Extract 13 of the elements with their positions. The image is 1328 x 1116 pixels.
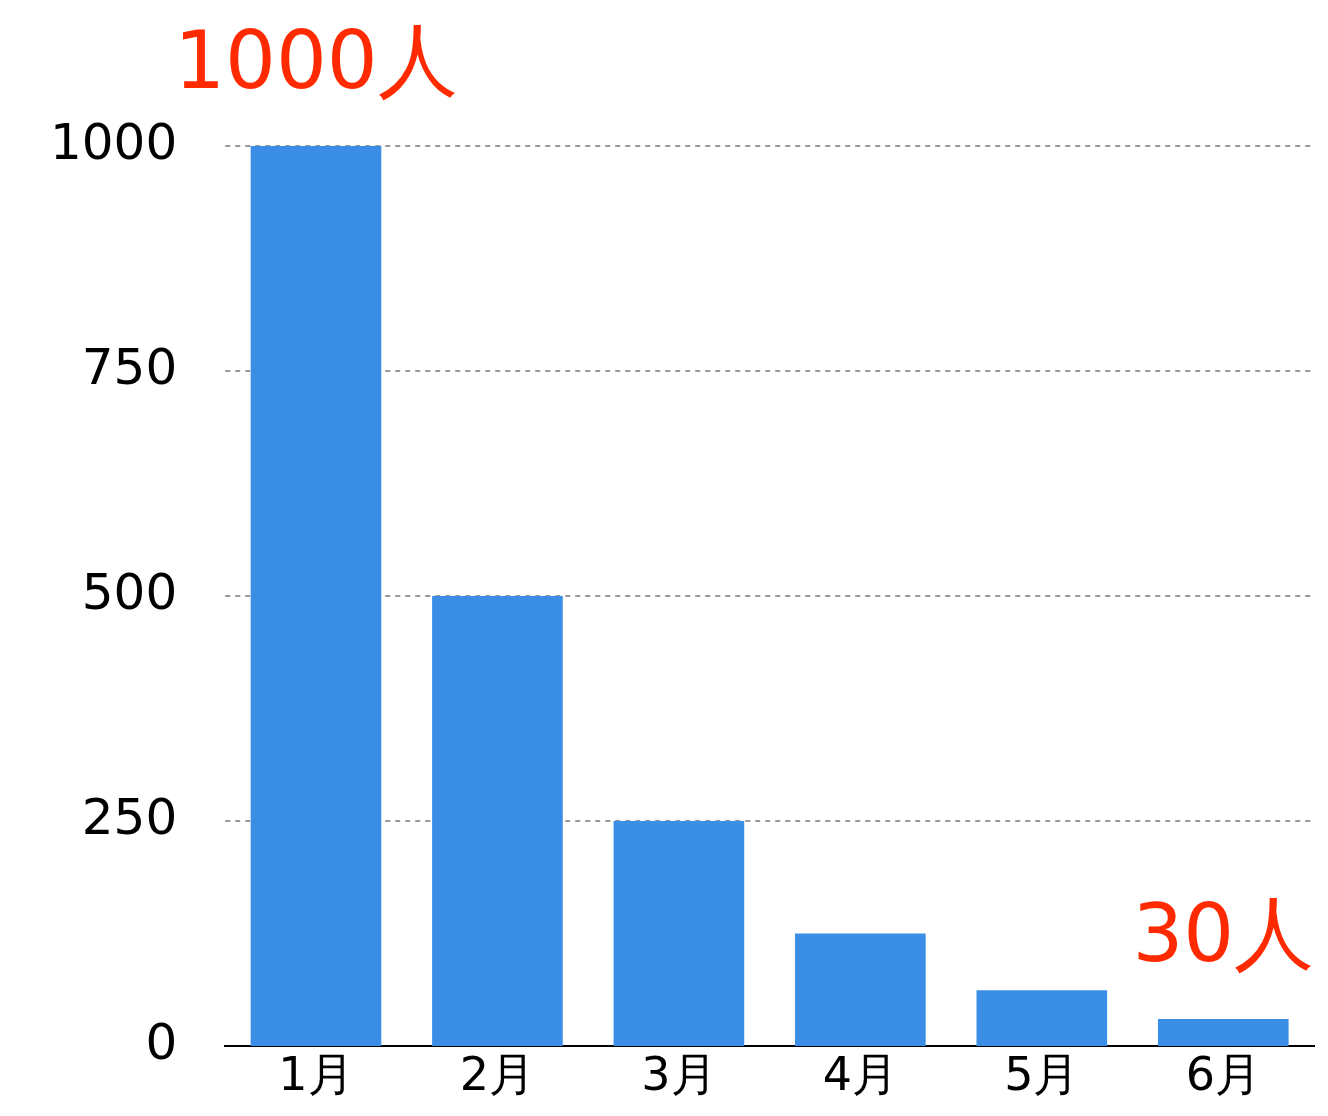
x-tick-label: 2月 — [459, 1046, 536, 1101]
x-tick-label: 6月 — [1185, 1046, 1261, 1101]
y-tick-label: 500 — [81, 562, 178, 621]
x-tick-label: 5月 — [1004, 1046, 1080, 1101]
x-tick-label: 3月 — [641, 1046, 717, 1101]
y-tick-label: 250 — [81, 787, 178, 846]
annotation: 1000人 — [174, 14, 458, 107]
x-tick-label: 1月 — [278, 1046, 354, 1101]
y-tick-label: 1000 — [50, 112, 178, 171]
y-tick-label: 0 — [145, 1012, 178, 1071]
x-tick-label: 4月 — [822, 1046, 898, 1101]
annotation: 30人 — [1132, 887, 1315, 980]
y-tick-label: 750 — [81, 337, 178, 396]
